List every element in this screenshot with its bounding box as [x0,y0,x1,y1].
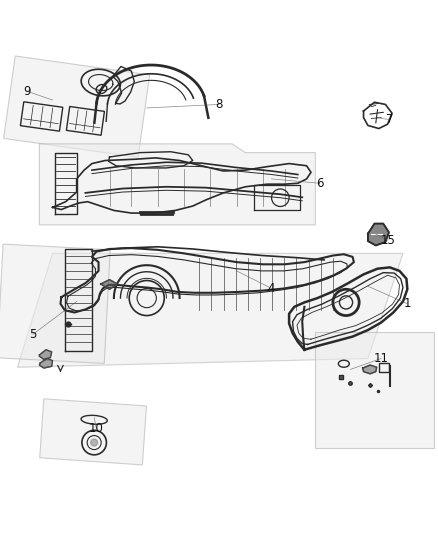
Text: 7: 7 [386,114,394,126]
Polygon shape [4,56,150,157]
Polygon shape [18,253,403,367]
Circle shape [91,439,98,446]
Polygon shape [101,280,117,289]
Text: 5: 5 [29,328,36,341]
Polygon shape [40,399,146,465]
Polygon shape [39,350,52,359]
Text: 8: 8 [215,98,223,111]
Text: 6: 6 [316,177,324,190]
Text: 1: 1 [403,297,411,310]
Text: 11: 11 [374,352,389,365]
Text: 9: 9 [23,85,31,98]
Bar [379,363,389,373]
Polygon shape [0,244,110,364]
Polygon shape [39,359,53,368]
Polygon shape [368,223,389,246]
Polygon shape [315,332,434,448]
Polygon shape [39,144,315,225]
Text: 4: 4 [268,282,276,295]
Text: 15: 15 [380,233,395,247]
Polygon shape [363,365,377,374]
Text: 10: 10 [89,422,104,435]
